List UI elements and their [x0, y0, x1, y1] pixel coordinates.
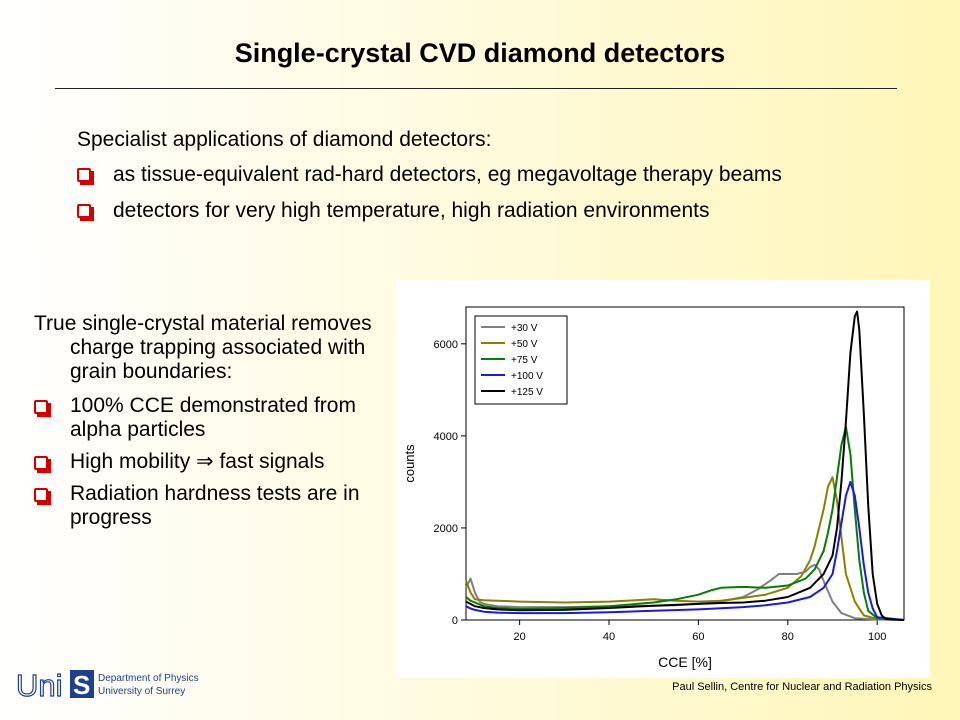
legend-label: +30 V [511, 323, 538, 334]
series-line [465, 563, 905, 621]
series-line [465, 425, 905, 621]
left-bullet: High mobility ⇒ fast signals [34, 450, 404, 474]
intro-lead: Specialist applications of diamond detec… [77, 128, 492, 151]
university-logo: Uni S Department of Physics University o… [15, 667, 199, 702]
bullet-checkbox-icon [34, 488, 51, 505]
left-text-block: True single-crystal material removes cha… [34, 312, 404, 538]
left-bullet-text: High mobility ⇒ fast signals [70, 450, 325, 473]
left-lead: True single-crystal material removes cha… [34, 312, 372, 383]
legend-label: +100 V [511, 371, 543, 382]
logo-university: University of Surrey [98, 686, 185, 697]
left-bullet: 100% CCE demonstrated from alpha particl… [34, 394, 404, 442]
series-line [465, 476, 905, 621]
x-tick-label: 40 [603, 631, 615, 643]
x-tick-label: 20 [514, 631, 526, 643]
left-bullet: Radiation hardness tests are in progress [34, 482, 404, 530]
y-tick-label: 2000 [434, 523, 458, 535]
intro-bullet-text: detectors for very high temperature, hig… [113, 199, 710, 222]
bullet-checkbox-icon [77, 168, 94, 185]
cce-spectrum-chart: 20 40 60 80 100 0 2000 4000 6000 CCE [%] counts +30… [396, 280, 930, 678]
series-line [465, 480, 905, 621]
x-tick-label: 100 [868, 631, 886, 643]
chart-svg: 20 40 60 80 100 0 2000 4000 6000 CCE [%] counts +30… [402, 306, 905, 670]
title-divider [55, 88, 897, 89]
legend-label: +50 V [511, 339, 538, 350]
intro-bullet: as tissue-equivalent rad-hard detectors,… [77, 162, 897, 188]
series-line [465, 310, 905, 621]
intro-bullet: detectors for very high temperature, hig… [77, 198, 897, 224]
intro-bullet-text: as tissue-equivalent rad-hard detectors,… [113, 163, 782, 186]
y-tick-label: 0 [452, 615, 458, 627]
x-tick-label: 80 [782, 631, 794, 643]
left-bullet-text: Radiation hardness tests are in progress [70, 482, 360, 529]
y-tick-label: 6000 [434, 339, 458, 351]
logo-block [70, 670, 94, 698]
legend-label: +125 V [511, 387, 543, 398]
footer-credit: Paul Sellin, Centre for Nuclear and Radi… [672, 681, 932, 693]
x-tick-label: 60 [692, 631, 704, 643]
y-tick-label: 4000 [434, 431, 458, 443]
intro-block: Specialist applications of diamond detec… [77, 128, 897, 234]
bullet-checkbox-icon [77, 204, 94, 221]
legend-label: +75 V [511, 355, 538, 366]
x-axis-label: CCE [%] [658, 654, 712, 670]
logo-mark-b: S [73, 670, 90, 700]
bullet-checkbox-icon [34, 456, 51, 473]
y-axis-label: counts [402, 444, 417, 483]
slide-title: Single-crystal CVD diamond detectors [234, 38, 726, 68]
logo-department: Department of Physics [98, 673, 199, 684]
left-bullet-text: 100% CCE demonstrated from alpha particl… [70, 394, 356, 441]
bullet-checkbox-icon [34, 400, 51, 417]
logo-mark-a: Uni [16, 668, 63, 702]
